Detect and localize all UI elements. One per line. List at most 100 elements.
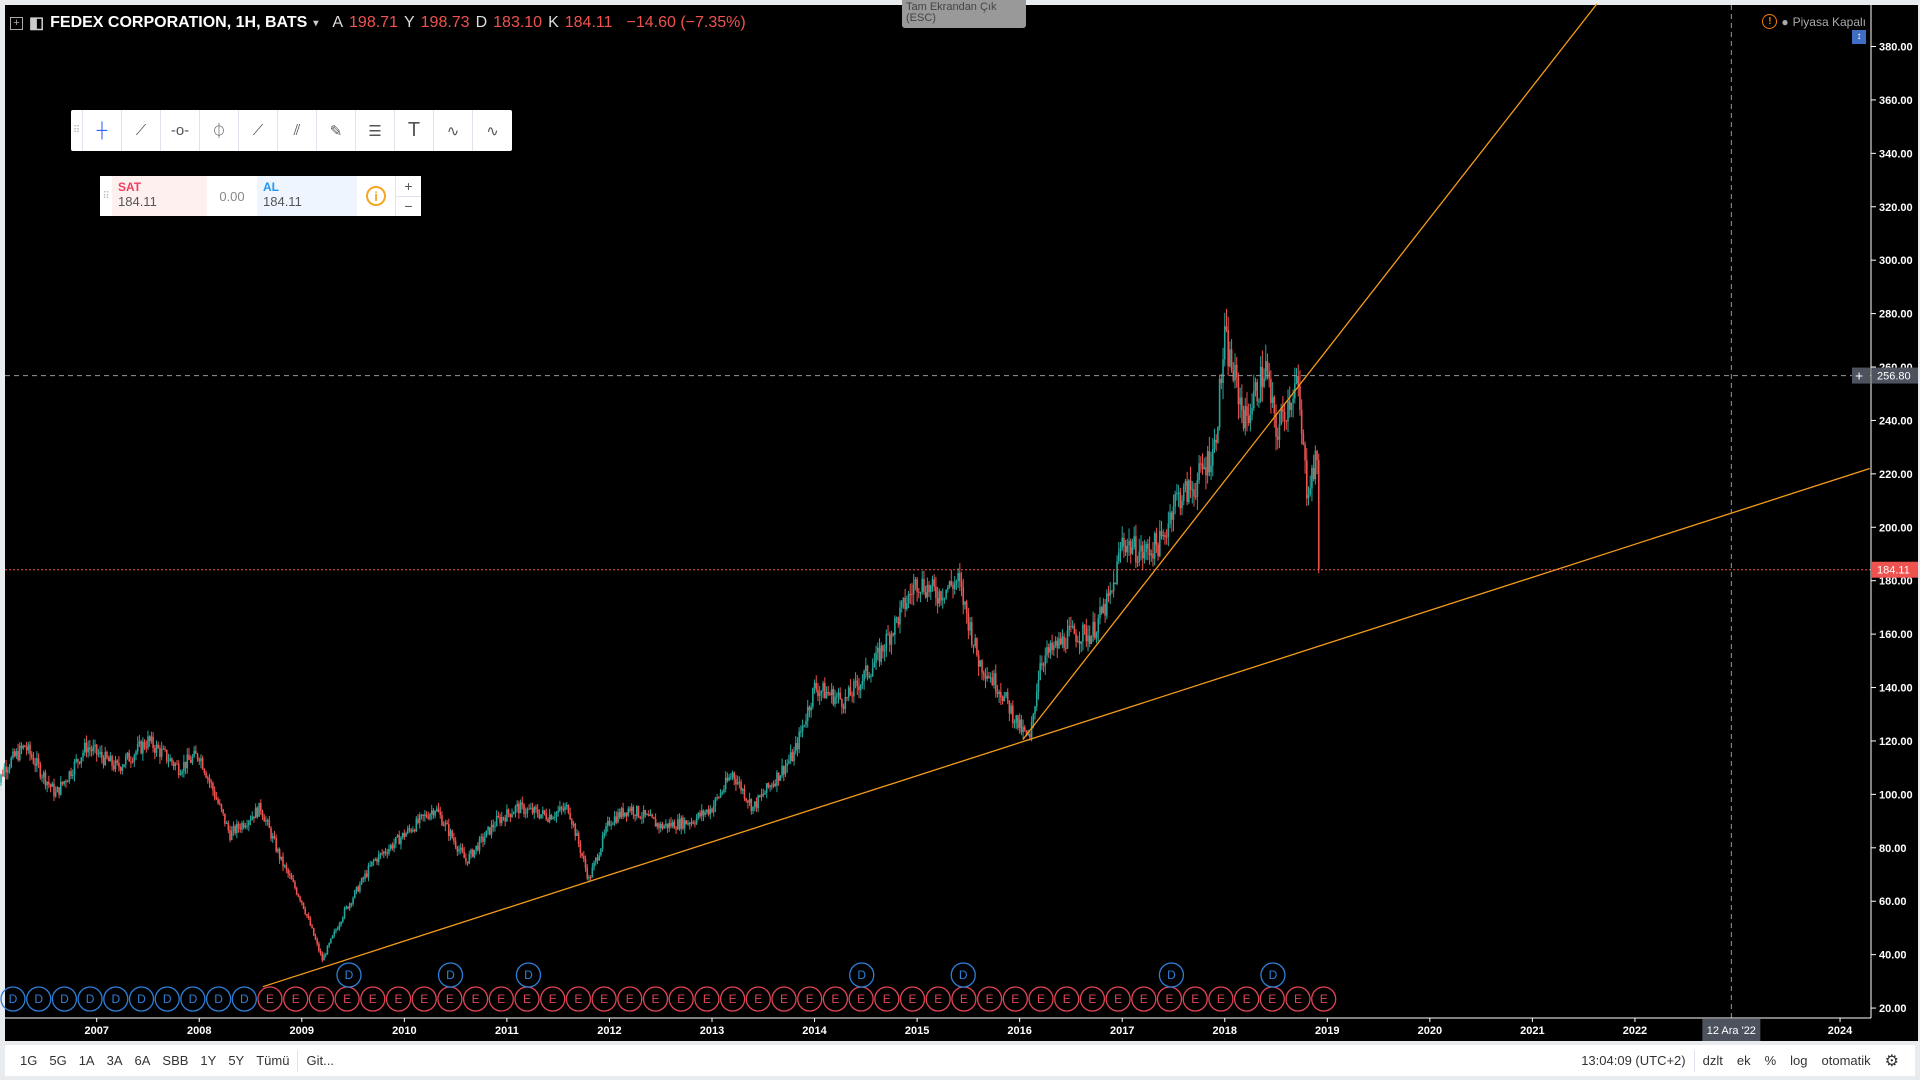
earnings-marker[interactable] <box>488 986 514 1012</box>
buy-button[interactable]: AL 184.11 <box>257 176 357 216</box>
time-axis[interactable]: 2007 2008 2009 2010 2011 2012 2013 2014 2015 2016… <box>84 1018 1853 1041</box>
price-axis[interactable]: 20.00 40.00 60.00 80.00 100.00 120.00 140.00 16… <box>1852 42 1918 1016</box>
earnings-marker[interactable] <box>797 986 823 1012</box>
earnings-marker[interactable] <box>1182 986 1208 1012</box>
dividend-marker[interactable] <box>950 962 976 988</box>
warning-icon[interactable]: ! <box>1762 14 1778 29</box>
earnings-marker[interactable] <box>668 986 694 1012</box>
earnings-marker[interactable] <box>257 986 283 1012</box>
dividend-marker[interactable] <box>77 986 103 1012</box>
earnings-marker[interactable] <box>1002 986 1028 1012</box>
range-5y[interactable]: 5Y <box>228 1053 245 1068</box>
goto-button[interactable]: Git... <box>306 1053 334 1068</box>
dividend-marker[interactable] <box>1158 962 1185 988</box>
scale-option-button[interactable]: log <box>1790 1053 1808 1068</box>
info-button[interactable]: i <box>357 176 395 216</box>
earnings-marker[interactable] <box>1054 986 1080 1012</box>
dividend-marker[interactable] <box>515 962 542 988</box>
ray-icon[interactable]: ⟋ <box>239 110 278 151</box>
trend-line[interactable] <box>262 467 1870 988</box>
range-6a[interactable]: 6A <box>134 1053 151 1068</box>
dividend-marker[interactable] <box>849 962 875 988</box>
dividend-marker[interactable] <box>128 986 155 1012</box>
elliott-wave-icon[interactable]: ∿ <box>434 110 473 151</box>
range-5g[interactable]: 5G <box>49 1053 67 1068</box>
range-3a[interactable]: 3A <box>106 1053 123 1068</box>
text-icon[interactable]: T <box>395 110 434 151</box>
flag-icon[interactable]: ◧ <box>29 15 45 32</box>
scale-toggle-icon[interactable]: ↕ <box>1852 30 1866 44</box>
earnings-marker[interactable] <box>565 986 592 1012</box>
earnings-marker[interactable] <box>976 986 1003 1012</box>
expand-icon[interactable]: + <box>10 16 23 30</box>
earnings-marker[interactable] <box>1028 986 1054 1012</box>
sell-button[interactable]: SAT 184.11 <box>112 176 207 216</box>
dividend-marker[interactable] <box>154 986 180 1012</box>
scale-option-button[interactable]: dzlt <box>1702 1053 1723 1068</box>
earnings-marker[interactable] <box>874 986 900 1012</box>
drag-handle[interactable]: ⠿ <box>102 190 110 202</box>
brush-icon[interactable]: ✎ <box>317 110 356 151</box>
scale-option-button[interactable]: ek <box>1736 1053 1751 1068</box>
earnings-marker[interactable] <box>1285 986 1311 1012</box>
earnings-marker[interactable] <box>899 986 926 1012</box>
range-1a[interactable]: 1A <box>78 1053 95 1068</box>
earnings-marker[interactable] <box>822 986 849 1012</box>
dividend-marker[interactable] <box>437 962 464 988</box>
dividend-marker[interactable] <box>51 986 78 1012</box>
dropdown-icon[interactable]: ▾ <box>313 17 319 29</box>
plus-icon[interactable]: + <box>1855 368 1863 384</box>
earnings-marker[interactable] <box>540 986 566 1012</box>
horizontal-line-icon[interactable]: -o- <box>161 110 200 151</box>
earnings-marker[interactable] <box>771 986 797 1012</box>
symbol-title[interactable]: FEDEX CORPORATION, 1H, BATS <box>50 14 308 31</box>
earnings-marker[interactable] <box>642 986 669 1012</box>
clock[interactable]: 13:04:09 (UTC+2) <box>1581 1053 1686 1068</box>
quantity-plus-button[interactable]: + <box>404 177 413 194</box>
range-1y[interactable]: 1Y <box>200 1053 217 1068</box>
earnings-marker[interactable] <box>462 986 489 1012</box>
earnings-marker[interactable] <box>925 986 951 1012</box>
earnings-marker[interactable] <box>1233 986 1260 1012</box>
dividend-marker[interactable] <box>231 986 257 1012</box>
earnings-marker[interactable] <box>308 986 335 1012</box>
earnings-marker[interactable] <box>1105 986 1131 1012</box>
trend-line-icon[interactable]: ⟋ <box>122 110 161 151</box>
earnings-marker[interactable] <box>719 986 746 1012</box>
earnings-marker[interactable] <box>694 986 720 1012</box>
earnings-marker[interactable] <box>360 986 386 1012</box>
range-sbb[interactable]: SBB <box>162 1053 189 1068</box>
abcd-pattern-icon[interactable]: ∿ <box>486 122 499 140</box>
exit-fullscreen-button[interactable]: Tam Ekrandan Çık (ESC) <box>902 0 1026 28</box>
fib-retracement-icon[interactable]: ☰ <box>356 110 395 151</box>
earnings-marker[interactable] <box>1131 986 1157 1012</box>
earnings-marker[interactable] <box>385 986 412 1012</box>
drag-handle[interactable]: ⠿ <box>71 110 83 151</box>
add-alert-button[interactable] <box>1852 367 1870 384</box>
trend-line[interactable] <box>1022 3 1598 741</box>
range-1g[interactable]: 1G <box>20 1053 38 1068</box>
earnings-marker[interactable] <box>1311 986 1337 1012</box>
dividend-marker[interactable] <box>103 986 129 1012</box>
earnings-marker[interactable] <box>745 986 771 1012</box>
dividend-marker[interactable] <box>180 986 206 1012</box>
earnings-marker[interactable] <box>617 986 643 1012</box>
vertical-line-icon[interactable]: ⏀ <box>200 110 239 151</box>
scale-option-button[interactable]: % <box>1764 1053 1777 1068</box>
earnings-marker[interactable] <box>1079 986 1106 1012</box>
dividend-marker[interactable] <box>1260 962 1286 988</box>
earnings-marker[interactable] <box>591 986 617 1012</box>
dividend-marker[interactable] <box>205 986 232 1012</box>
dividend-marker[interactable] <box>0 986 26 1012</box>
dividend-marker[interactable] <box>336 962 362 988</box>
dividend-marker[interactable] <box>26 986 52 1012</box>
settings-icon[interactable]: ⚙ <box>1884 1052 1899 1070</box>
scale-option-button[interactable]: otomatik <box>1821 1053 1871 1068</box>
crosshair-icon[interactable]: ┼ <box>83 110 122 151</box>
quantity-minus-button[interactable]: − <box>396 195 421 217</box>
earnings-marker[interactable] <box>411 986 437 1012</box>
parallel-channel-icon[interactable]: ⫽ <box>278 110 317 151</box>
range-tümü[interactable]: Tümü <box>256 1053 290 1068</box>
earnings-marker[interactable] <box>283 986 309 1012</box>
